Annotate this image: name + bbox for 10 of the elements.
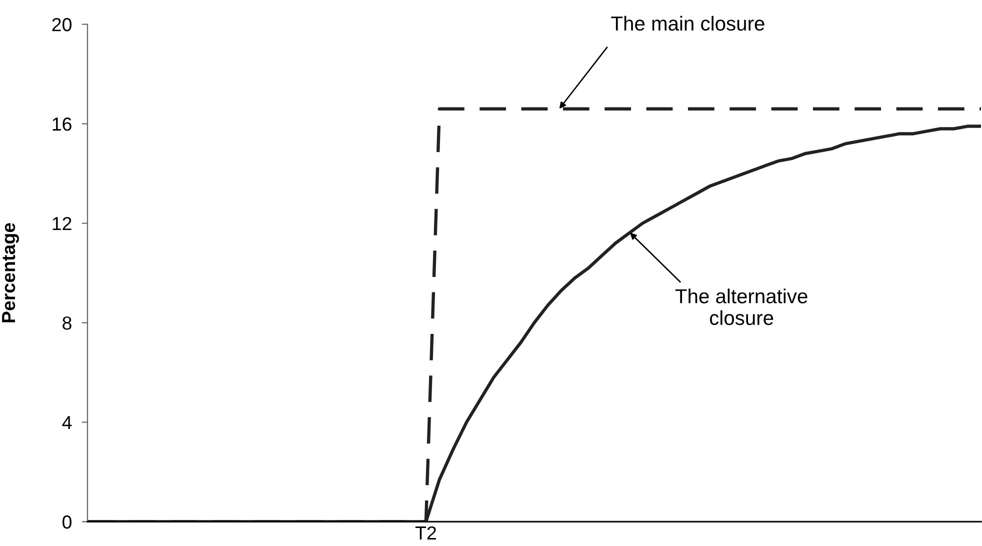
y-tick-label: 16 [52,117,72,131]
y-tick-label: 0 [62,515,72,529]
y-axis-title: Percentage [2,223,19,322]
y-tick-label: 8 [62,316,72,330]
y-tick-label: 12 [52,216,72,230]
y-tick-label: 20 [52,18,72,32]
annotation: The alternative closure [675,288,808,326]
y-tick-label: 4 [62,416,72,430]
annotation: The main closure [611,16,764,31]
x-tick-label: T2 [415,526,436,540]
